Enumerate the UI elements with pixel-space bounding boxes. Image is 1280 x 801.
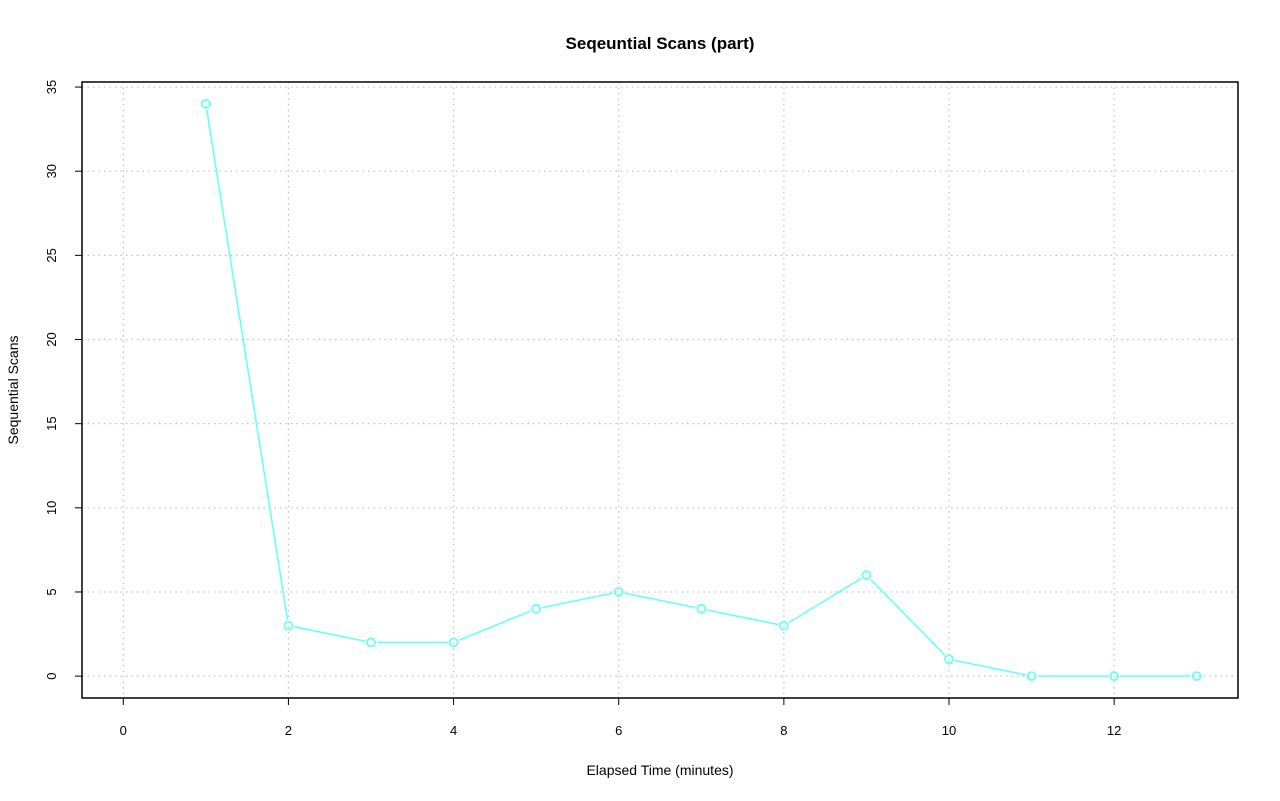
x-tick-label: 0: [120, 723, 127, 738]
x-tick-label: 2: [285, 723, 292, 738]
data-point: [1191, 671, 1202, 682]
chart-title: Seqeuntial Scans (part): [566, 34, 755, 53]
data-point: [283, 620, 294, 631]
series-line-segment: [541, 592, 613, 609]
data-point: [1026, 671, 1037, 682]
x-tick-label: 8: [780, 723, 787, 738]
y-axis-label: Sequential Scans: [5, 336, 21, 445]
y-tick-label: 15: [44, 416, 59, 430]
y-tick-label: 0: [44, 673, 59, 680]
data-point: [448, 637, 459, 648]
data-point: [861, 570, 872, 581]
data-point: [1109, 671, 1120, 682]
data-point: [200, 98, 211, 109]
plot-frame: [81, 81, 1239, 699]
data-point: [613, 587, 624, 597]
series-line-segment: [707, 609, 779, 626]
series-line-segment: [294, 626, 366, 643]
series-line-segment: [458, 610, 531, 641]
series-line-segment: [206, 109, 289, 620]
data-point: [696, 603, 707, 614]
data-point: [531, 603, 542, 614]
x-tick-label: 12: [1107, 723, 1121, 738]
y-axis: 0 5 10 15 20 25 30 35: [44, 80, 82, 680]
y-tick-label: 25: [44, 248, 59, 262]
x-axis: 0 2 4 6 8 10 12: [120, 698, 1121, 738]
series-line-segment: [624, 592, 696, 609]
series-line-segment: [954, 659, 1026, 676]
x-tick-label: 4: [450, 723, 457, 738]
series-layer: [200, 98, 1202, 682]
series-line-segment: [788, 577, 862, 624]
series-line-segment: [870, 578, 946, 656]
y-tick-label: 35: [44, 80, 59, 94]
y-tick-label: 5: [44, 588, 59, 595]
y-tick-label: 30: [44, 164, 59, 178]
y-tick-label: 20: [44, 332, 59, 346]
data-point: [366, 637, 376, 648]
y-tick-label: 10: [44, 501, 59, 515]
x-tick-label: 10: [942, 723, 956, 738]
data-point: [778, 620, 789, 631]
grid: [82, 82, 1238, 698]
data-point: [944, 654, 954, 665]
x-axis-label: Elapsed Time (minutes): [586, 762, 733, 778]
x-tick-label: 6: [615, 723, 622, 738]
